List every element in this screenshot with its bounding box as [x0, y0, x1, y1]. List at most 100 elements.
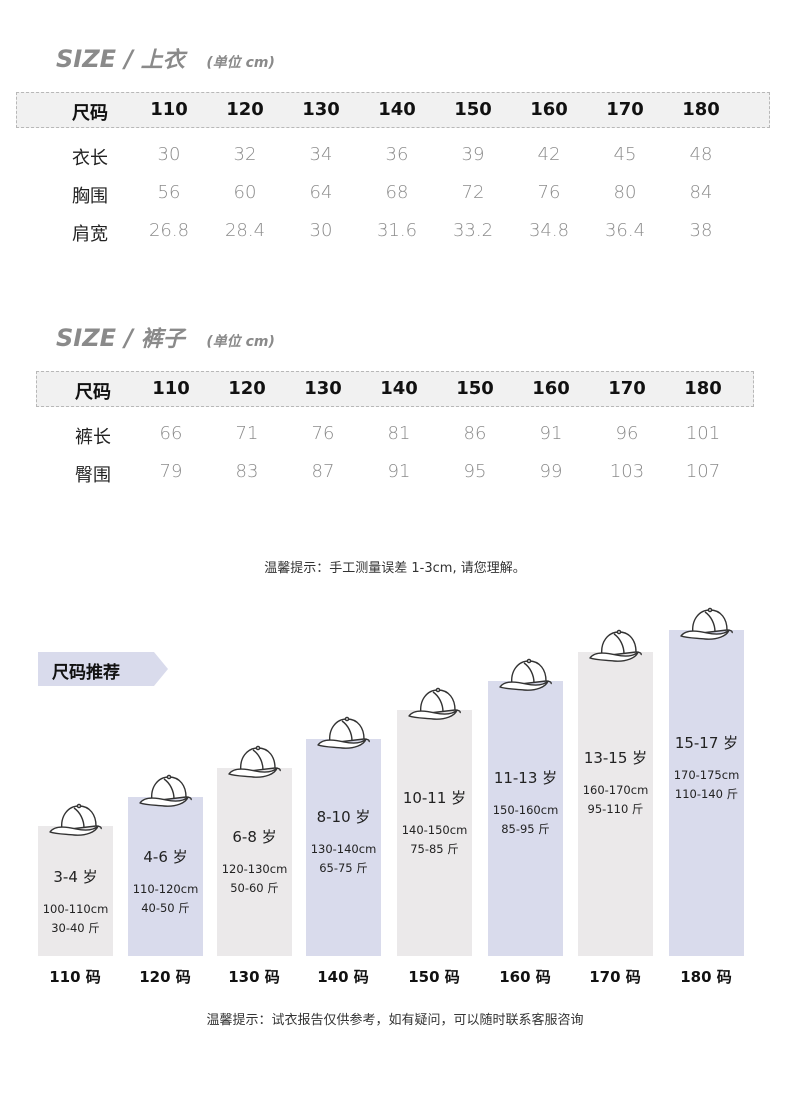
pants-cell-value: 79 — [159, 461, 183, 482]
top-cell-value: 72 — [461, 182, 485, 203]
fitting-note: 温馨提示：试衣报告仅供参考，如有疑问，可以随时联系客服咨询 — [206, 1013, 584, 1028]
pants-row-label: 裤长 — [75, 427, 111, 448]
pants-cell-value: 101 — [685, 423, 721, 444]
top-cell-value: 31.6 — [376, 220, 418, 241]
pants-header-size: 120 — [228, 378, 266, 399]
size-bar-code: 160 码 — [499, 968, 551, 986]
size-bar-weight: 75-85 斤 — [410, 841, 459, 856]
size-bar-code: 150 码 — [408, 968, 460, 986]
baseball-cap-icon — [677, 602, 737, 646]
pants-title-size: SIZE / — [56, 324, 134, 352]
pants-cell-value: 83 — [235, 461, 259, 482]
tab-shape-icon — [38, 652, 168, 686]
top-header-size: 160 — [530, 99, 568, 120]
size-bar: 10-11 岁 140-150cm 75-85 斤 — [397, 710, 472, 956]
pants-header-size: 150 — [456, 378, 494, 399]
size-bar-height: 120-130cm — [221, 862, 288, 877]
size-bar-code: 120 码 — [139, 968, 191, 986]
top-header-size: 140 — [378, 99, 416, 120]
top-header-size: 130 — [302, 99, 340, 120]
pants-cell-value: 96 — [615, 423, 639, 444]
size-bar: 11-13 岁 150-160cm 85-95 斤 — [488, 681, 563, 956]
size-bar-code: 130 码 — [228, 968, 280, 986]
size-bar-age: 3-4 岁 — [53, 867, 98, 886]
size-bar-height: 170-175cm — [673, 768, 740, 783]
top-cell-value: 45 — [613, 144, 637, 165]
baseball-cap-icon — [314, 711, 374, 755]
size-bar-weight: 40-50 斤 — [141, 900, 190, 915]
pants-header-band — [36, 371, 754, 407]
size-bar-height: 130-140cm — [310, 842, 377, 857]
top-row-label: 衣长 — [72, 148, 108, 169]
size-bar-height: 160-170cm — [582, 783, 649, 798]
size-bar-weight: 30-40 斤 — [51, 920, 100, 935]
top-cell-value: 60 — [233, 182, 257, 203]
size-recommend-tab: 尺码推荐 — [38, 652, 168, 686]
pants-header-size: 110 — [152, 378, 190, 399]
top-cell-value: 80 — [613, 182, 637, 203]
top-header-size: 110 — [150, 99, 188, 120]
pants-header-size: 160 — [532, 378, 570, 399]
top-header-size: 170 — [606, 99, 644, 120]
size-bar-code: 170 码 — [589, 968, 641, 986]
top-cell-value: 36 — [385, 144, 409, 165]
top-header-label: 尺码 — [72, 103, 108, 124]
top-cell-value: 30 — [309, 220, 333, 241]
pants-cell-value: 103 — [609, 461, 645, 482]
top-header-size: 180 — [682, 99, 720, 120]
size-bar-age: 4-6 岁 — [143, 847, 188, 866]
size-bar: 4-6 岁 110-120cm 40-50 斤 — [128, 797, 203, 956]
size-bar: 13-15 岁 160-170cm 95-110 斤 — [578, 652, 653, 956]
pants-header-size: 130 — [304, 378, 342, 399]
pants-title-unit: (单位 cm) — [206, 334, 275, 350]
top-cell-value: 28.4 — [224, 220, 266, 241]
size-bar: 6-8 岁 120-130cm 50-60 斤 — [217, 768, 292, 956]
pants-header-label: 尺码 — [75, 382, 111, 403]
size-bar-height: 140-150cm — [401, 822, 468, 837]
size-bar-height: 150-160cm — [492, 803, 559, 817]
size-bar-age: 10-11 岁 — [402, 788, 467, 807]
top-header-band — [16, 92, 770, 128]
size-bar-code: 110 码 — [49, 968, 101, 986]
top-header-size: 150 — [454, 99, 492, 120]
size-bar: 3-4 岁 100-110cm 30-40 斤 — [38, 826, 113, 956]
pants-cell-value: 76 — [311, 423, 335, 444]
top-cell-value: 26.8 — [148, 220, 190, 241]
size-bar-code: 180 码 — [680, 968, 732, 986]
size-bar-age: 11-13 岁 — [493, 769, 558, 787]
size-bar-weight: 95-110 斤 — [587, 802, 644, 817]
pants-cell-value: 95 — [463, 461, 487, 482]
baseball-cap-icon — [225, 740, 285, 784]
pants-cell-value: 107 — [685, 461, 721, 482]
baseball-cap-icon — [46, 798, 106, 842]
top-cell-value: 42 — [537, 144, 561, 165]
top-cell-value: 36.4 — [604, 220, 646, 241]
top-cell-value: 64 — [309, 182, 333, 203]
baseball-cap-icon — [136, 769, 196, 813]
top-header-size: 120 — [226, 99, 264, 120]
size-bar-age: 6-8 岁 — [232, 828, 277, 847]
top-cell-value: 32 — [233, 144, 257, 165]
top-cell-value: 68 — [385, 182, 409, 203]
pants-cell-value: 91 — [539, 423, 563, 444]
top-cell-value: 33.2 — [452, 220, 494, 241]
pants-cell-value: 81 — [387, 423, 411, 444]
pants-cell-value: 91 — [387, 461, 411, 482]
size-bar-age: 15-17 岁 — [674, 734, 739, 753]
top-title-unit: (单位 cm) — [206, 55, 275, 71]
pants-cell-value: 87 — [311, 461, 335, 482]
size-bar-weight: 65-75 斤 — [319, 861, 368, 876]
size-bar-height: 110-120cm — [132, 881, 199, 896]
size-bar-weight: 110-140 斤 — [674, 787, 739, 802]
baseball-cap-icon — [405, 682, 465, 726]
top-cell-value: 34 — [309, 144, 333, 165]
pants-cell-value: 99 — [539, 461, 563, 482]
baseball-cap-icon — [586, 624, 646, 668]
size-bar-height: 100-110cm — [42, 901, 109, 916]
size-bar: 8-10 岁 130-140cm 65-75 斤 — [306, 739, 381, 956]
size-bar-age: 8-10 岁 — [316, 808, 371, 827]
size-bar-weight: 85-95 斤 — [501, 822, 550, 836]
top-cell-value: 30 — [157, 144, 181, 165]
pants-cell-value: 86 — [463, 423, 487, 444]
top-cell-value: 39 — [461, 144, 485, 165]
